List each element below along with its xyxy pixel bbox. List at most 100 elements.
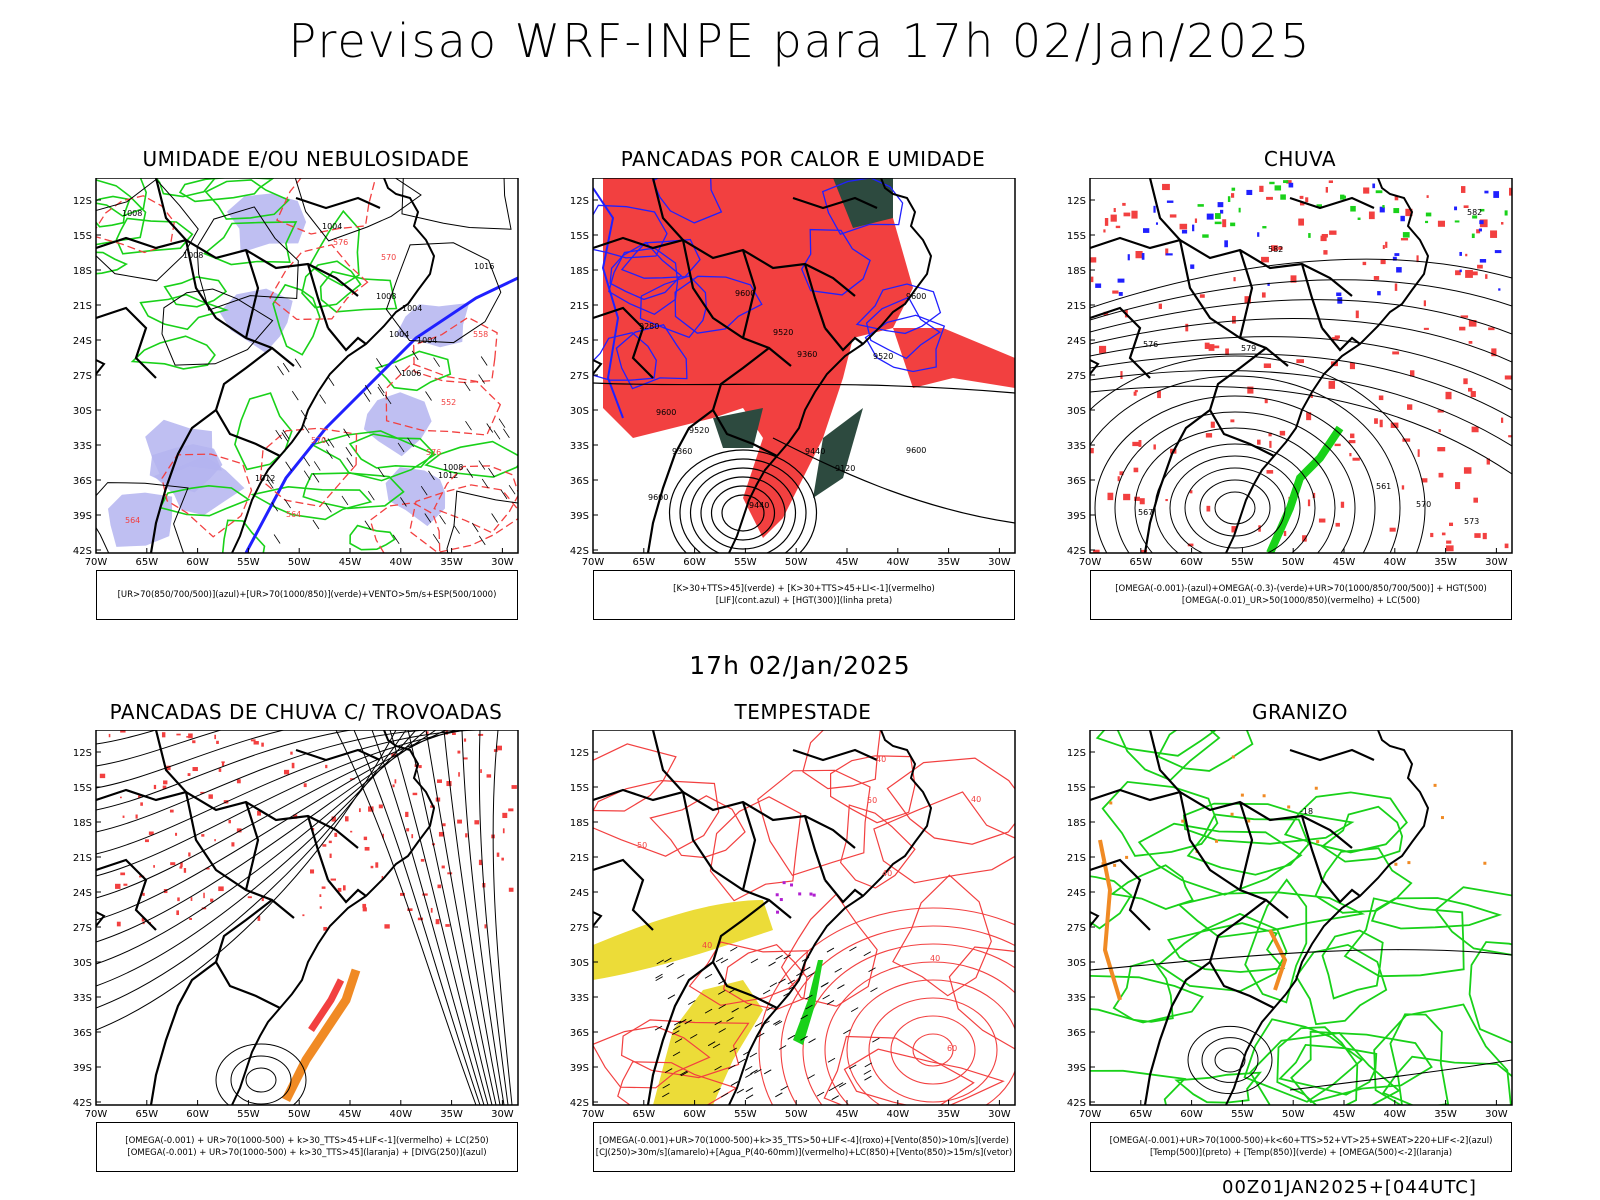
- lon-tick-label: 60W: [186, 557, 209, 568]
- contour-label: 9440: [805, 447, 825, 456]
- lon-tick-label: 60W: [1180, 1109, 1203, 1120]
- lon-tick-label: 45W: [1333, 557, 1356, 568]
- lat-tick-label: 21S: [1067, 301, 1086, 312]
- lat-tick-label: 42S: [570, 546, 589, 557]
- contour-label: 582: [1268, 245, 1283, 254]
- lat-tick-label: 36S: [1067, 476, 1086, 487]
- lon-tick-label: 45W: [339, 557, 362, 568]
- lon-tick-label: 65W: [632, 557, 655, 568]
- lat-tick-label: 21S: [73, 301, 92, 312]
- lon-tick-label: 45W: [1333, 1109, 1356, 1120]
- contour-label: 579: [1241, 344, 1256, 353]
- lat-tick-label: 15S: [570, 231, 589, 242]
- lon-tick-label: 40W: [389, 1109, 412, 1120]
- legend-box: [OMEGA(-0.001) + UR>70(1000-500) + k>30_…: [96, 1122, 518, 1172]
- contour-label: 50: [637, 841, 647, 850]
- forecast-map: 1008101210041004100810121004100810161004…: [73, 178, 519, 568]
- lon-tick-label: 65W: [1129, 557, 1152, 568]
- lat-tick-label: 27S: [1067, 923, 1086, 934]
- contour-label: 9600: [648, 493, 668, 502]
- map-layers: 9600 9600 9600 9600 9600 9520 9520 9520 9440 9360…: [593, 178, 1015, 553]
- lat-tick-label: 30S: [570, 406, 589, 417]
- lat-tick-label: 18S: [1067, 266, 1086, 277]
- map-layers: 1008101210041004100810121004100810161004…: [96, 178, 518, 553]
- lat-tick-label: 27S: [73, 923, 92, 934]
- contour-label: 50: [867, 796, 877, 805]
- lon-tick-label: 50W: [288, 1109, 311, 1120]
- contour-label: 9600: [656, 408, 676, 417]
- contour-label: 570: [1416, 500, 1431, 509]
- legend-box: [K>30+TTS>45](verde) + [K>30+TTS>45+LI<-…: [593, 570, 1015, 620]
- contour-label: 573: [1464, 517, 1479, 526]
- lon-tick-label: 35W: [1434, 557, 1457, 568]
- map-layers: 582 582 579 576 573 570 567 561: [1090, 178, 1512, 553]
- contour-label: 552: [441, 398, 456, 407]
- lat-tick-label: 15S: [73, 231, 92, 242]
- legend-line: [Temp(500)](preto) + [Temp(850)](verde) …: [1149, 1148, 1453, 1158]
- lon-tick-label: 35W: [937, 557, 960, 568]
- lon-tick-label: 30W: [491, 557, 514, 568]
- lon-tick-label: 40W: [389, 557, 412, 568]
- lat-tick-label: 18S: [73, 818, 92, 829]
- lat-tick-label: 24S: [570, 336, 589, 347]
- contour-label: 561: [1376, 482, 1391, 491]
- contour-label: 582: [1467, 208, 1482, 217]
- lon-tick-label: 65W: [135, 557, 158, 568]
- lat-tick-label: 27S: [570, 371, 589, 382]
- lat-tick-label: 27S: [1067, 371, 1086, 382]
- lat-tick-label: 33S: [1067, 993, 1086, 1004]
- lon-tick-label: 70W: [85, 1109, 108, 1120]
- lat-tick-label: 33S: [73, 441, 92, 452]
- lon-tick-label: 55W: [1231, 1109, 1254, 1120]
- lon-tick-label: 70W: [582, 1109, 605, 1120]
- lon-tick-label: 30W: [1485, 557, 1508, 568]
- legend-line: [OMEGA(-0.001)+UR>70(1000-500)+k<60+TTS>…: [1109, 1136, 1493, 1146]
- legend-line: [LIF](cont.azul) + [HGT(300)](linha pret…: [715, 596, 893, 606]
- contour-label: 564: [125, 516, 140, 525]
- legend-box: [OMEGA(-0.001)+UR>70(1000-500)+k>35_TTS>…: [593, 1122, 1015, 1172]
- contour-label: 1008: [183, 251, 203, 260]
- lon-tick-label: 35W: [937, 1109, 960, 1120]
- lat-tick-label: 27S: [570, 923, 589, 934]
- lon-tick-label: 70W: [85, 557, 108, 568]
- contour-label: 1008: [443, 463, 463, 472]
- lon-tick-label: 70W: [582, 557, 605, 568]
- contour-label: 1006: [401, 369, 421, 378]
- lat-tick-label: 39S: [73, 511, 92, 522]
- lat-tick-label: 24S: [570, 888, 589, 899]
- lat-tick-label: 24S: [73, 888, 92, 899]
- contour-label: 576: [426, 448, 441, 457]
- panel-title: PANCADAS POR CALOR E UMIDADE: [620, 147, 986, 171]
- lon-tick-label: 55W: [1231, 557, 1254, 568]
- lon-tick-label: 55W: [734, 557, 757, 568]
- lat-tick-label: 27S: [73, 371, 92, 382]
- contour-label: 1016: [474, 262, 494, 271]
- contour-label: 9360: [672, 447, 692, 456]
- lat-tick-label: 15S: [73, 783, 92, 794]
- lat-tick-label: 33S: [1067, 441, 1086, 452]
- lat-tick-label: 39S: [1067, 511, 1086, 522]
- lat-tick-label: 42S: [73, 1098, 92, 1109]
- contour-label: 9600: [735, 289, 755, 298]
- lat-tick-label: 18S: [73, 266, 92, 277]
- contour-label: 40: [876, 755, 886, 764]
- lat-tick-label: 18S: [570, 266, 589, 277]
- lat-tick-label: 39S: [570, 1063, 589, 1074]
- contour-label: 1008: [122, 209, 142, 218]
- lon-tick-label: 40W: [886, 557, 909, 568]
- lon-tick-label: 70W: [1079, 1109, 1102, 1120]
- contour-label: 558: [473, 330, 488, 339]
- contour-label: 9520: [689, 426, 709, 435]
- lat-tick-label: 24S: [1067, 888, 1086, 899]
- lon-tick-label: 35W: [1434, 1109, 1457, 1120]
- lat-tick-label: 15S: [570, 783, 589, 794]
- contour-label: 570: [311, 436, 326, 445]
- lon-tick-label: 50W: [1282, 557, 1305, 568]
- lat-tick-label: 30S: [1067, 406, 1086, 417]
- map-layers: -18: [1090, 730, 1512, 1105]
- legend-box: [OMEGA(-0.001)+UR>70(1000-500)+k<60+TTS>…: [1090, 1122, 1512, 1172]
- lat-tick-label: 12S: [570, 748, 589, 759]
- lat-tick-label: 18S: [570, 818, 589, 829]
